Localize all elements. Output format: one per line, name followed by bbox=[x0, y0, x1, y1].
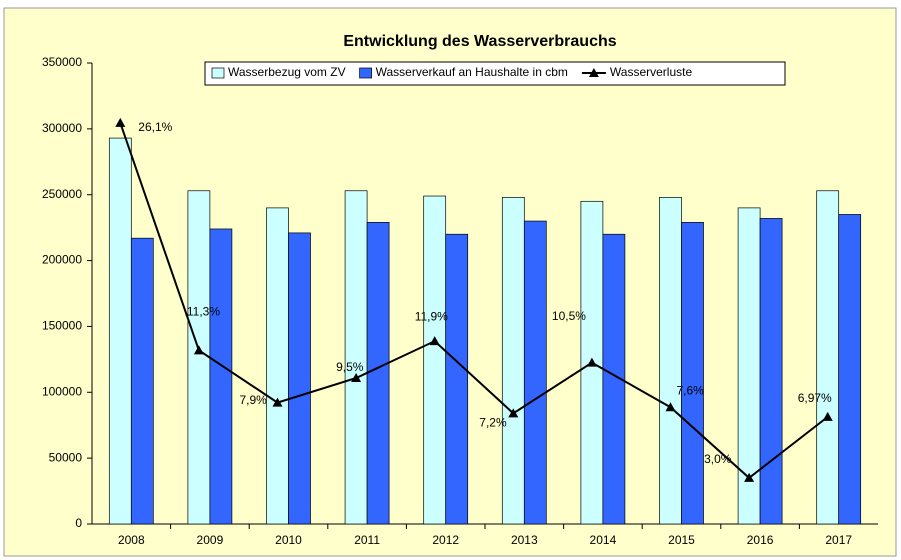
y-tick-label: 250000 bbox=[42, 187, 82, 201]
chart-title: Entwicklung des Wasserverbrauchs bbox=[343, 33, 616, 50]
bar bbox=[445, 233, 469, 525]
bar bbox=[266, 207, 289, 525]
line-marker bbox=[115, 117, 126, 127]
legend-label: Wasserverkauf an Haushalte in cbm bbox=[376, 65, 568, 79]
data-label: 3,0% bbox=[704, 452, 732, 466]
x-tick-label: 2013 bbox=[511, 533, 538, 547]
bar bbox=[108, 137, 132, 525]
line-marker bbox=[508, 408, 519, 418]
bar bbox=[659, 196, 682, 525]
x-tick-label: 2008 bbox=[118, 533, 145, 547]
y-tick-label: 200000 bbox=[42, 253, 82, 267]
line-marker bbox=[193, 345, 204, 355]
data-label: 26,1% bbox=[138, 120, 172, 134]
x-tick-label: 2015 bbox=[668, 533, 695, 547]
y-tick-label: 50000 bbox=[49, 450, 83, 464]
bar bbox=[187, 190, 211, 525]
data-label: 7,2% bbox=[479, 416, 507, 430]
line-marker bbox=[351, 373, 362, 383]
x-tick-label: 2012 bbox=[432, 533, 459, 547]
data-label: 7,6% bbox=[676, 383, 704, 397]
bar bbox=[209, 228, 233, 525]
bar bbox=[501, 196, 525, 525]
x-tick-label: 2017 bbox=[825, 533, 852, 547]
data-label: 11,3% bbox=[187, 305, 220, 319]
bar bbox=[288, 232, 311, 525]
bar bbox=[602, 233, 626, 525]
data-label: 11,9% bbox=[415, 309, 448, 323]
x-tick-label: 2014 bbox=[590, 533, 617, 547]
legend-swatch bbox=[211, 67, 225, 79]
line-marker bbox=[822, 411, 833, 421]
line-marker bbox=[665, 402, 676, 412]
x-tick-label: 2010 bbox=[275, 533, 302, 547]
legend-swatch bbox=[588, 68, 599, 77]
legend-label: Wasserverluste bbox=[610, 65, 693, 79]
y-tick-label: 150000 bbox=[42, 319, 82, 333]
y-tick-label: 0 bbox=[75, 516, 82, 530]
y-tick-label: 300000 bbox=[42, 121, 82, 135]
x-tick-label: 2016 bbox=[747, 533, 774, 547]
y-tick-label: 100000 bbox=[42, 384, 82, 398]
y-tick-label: 350000 bbox=[42, 55, 82, 69]
x-tick-label: 2011 bbox=[354, 533, 380, 547]
line bbox=[119, 122, 829, 480]
data-label: 7,9% bbox=[239, 393, 267, 407]
bar bbox=[816, 190, 840, 525]
data-label: 6,97% bbox=[798, 391, 832, 405]
bar bbox=[366, 222, 390, 525]
bar bbox=[681, 222, 704, 525]
line-marker bbox=[272, 397, 283, 407]
line-marker bbox=[429, 336, 440, 346]
bar bbox=[130, 237, 154, 525]
bar bbox=[759, 218, 783, 525]
data-label: 9,5% bbox=[336, 360, 364, 374]
line-marker bbox=[586, 357, 597, 367]
bar bbox=[344, 190, 368, 525]
data-label: 10,5% bbox=[552, 309, 586, 323]
bar bbox=[838, 214, 862, 525]
x-tick-label: 2009 bbox=[197, 533, 224, 547]
legend-label: Wasserbezug vom ZV bbox=[228, 65, 346, 79]
legend-swatch bbox=[359, 67, 372, 79]
bar bbox=[423, 195, 447, 525]
legend bbox=[204, 61, 786, 86]
line-marker bbox=[744, 472, 755, 482]
bar bbox=[523, 220, 547, 525]
